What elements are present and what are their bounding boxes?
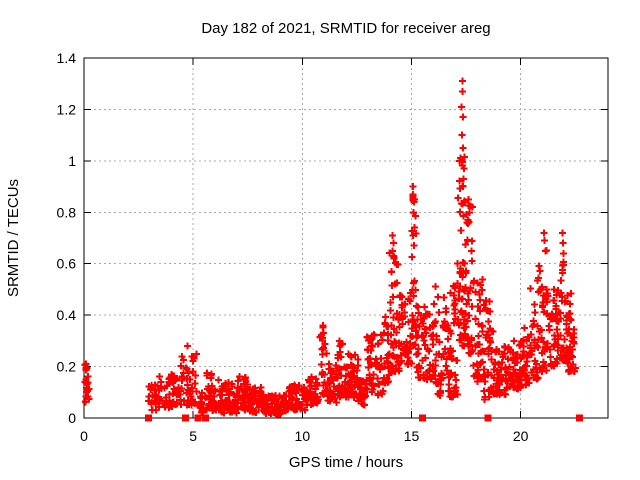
- y-tick-label-2: 0.4: [57, 307, 77, 323]
- x-axis-label: GPS time / hours: [289, 454, 403, 471]
- y-tick-label-6: 1.2: [57, 101, 77, 117]
- y-tick-label-7: 1.4: [57, 50, 77, 66]
- y-tick-label-5: 1: [68, 153, 76, 169]
- tick-layer: [83, 57, 608, 419]
- plot-border-layer: [83, 57, 609, 419]
- y-tick-label-1: 0.2: [57, 359, 77, 375]
- tick-label-layer: 0 5 10 15 20 0 0.2 0.4 0.6 0.8 1 1.2 1.4: [57, 50, 529, 444]
- chart-title: Day 182 of 2021, SRMTID for receiver are…: [201, 20, 490, 37]
- plot-border: [83, 57, 609, 419]
- markers-layer: [81, 77, 584, 422]
- x-tick-label-3: 15: [404, 428, 420, 444]
- zero-flag-square-markers: [144, 414, 584, 422]
- grid-layer: [84, 58, 608, 418]
- y-axis-label: SRMTID / TECUs: [5, 179, 22, 297]
- y-tick-label-3: 0.6: [57, 256, 77, 272]
- x-tick-label-1: 5: [189, 428, 197, 444]
- x-tick-label-2: 10: [295, 428, 311, 444]
- y-tick-label-4: 0.8: [57, 204, 77, 220]
- y-tick-label-0: 0: [68, 410, 76, 426]
- x-tick-label-4: 20: [513, 428, 529, 444]
- srmtid-plus-markers: [81, 77, 579, 418]
- x-tick-label-0: 0: [80, 428, 88, 444]
